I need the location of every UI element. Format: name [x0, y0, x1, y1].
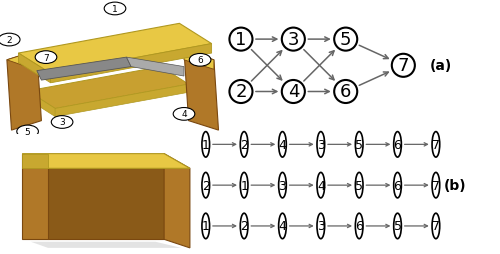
Circle shape [278, 132, 286, 157]
Polygon shape [18, 24, 212, 74]
Circle shape [282, 81, 305, 104]
Circle shape [0, 34, 20, 47]
Polygon shape [126, 58, 184, 77]
Text: 2: 2 [240, 220, 248, 232]
Text: 4: 4 [288, 83, 299, 101]
Text: 4: 4 [278, 138, 286, 151]
Polygon shape [50, 44, 211, 84]
Polygon shape [28, 91, 55, 117]
Polygon shape [31, 242, 182, 248]
Polygon shape [22, 154, 48, 169]
Circle shape [202, 213, 209, 239]
Text: 4: 4 [181, 110, 187, 119]
Text: 3: 3 [317, 220, 325, 232]
Circle shape [317, 132, 324, 157]
Polygon shape [184, 51, 218, 131]
Text: 2: 2 [235, 83, 246, 101]
Circle shape [202, 132, 209, 157]
Polygon shape [164, 154, 190, 248]
Circle shape [394, 213, 402, 239]
Circle shape [394, 132, 402, 157]
Polygon shape [22, 154, 48, 239]
Text: 1: 1 [202, 220, 209, 232]
Text: 7: 7 [43, 53, 49, 62]
Circle shape [334, 81, 357, 104]
Text: 7: 7 [432, 179, 440, 192]
Circle shape [240, 132, 248, 157]
Circle shape [173, 108, 195, 121]
Circle shape [52, 116, 73, 129]
Polygon shape [22, 154, 190, 169]
Circle shape [334, 28, 357, 51]
Text: 6: 6 [394, 138, 402, 151]
Text: (a): (a) [430, 59, 452, 73]
Text: 7: 7 [432, 138, 440, 151]
Circle shape [394, 173, 402, 198]
Circle shape [240, 213, 248, 239]
Polygon shape [18, 54, 50, 84]
Text: 4: 4 [278, 220, 286, 232]
Text: 5: 5 [340, 31, 351, 49]
Text: 1: 1 [112, 5, 118, 14]
Circle shape [432, 173, 440, 198]
Circle shape [392, 55, 415, 77]
Circle shape [240, 173, 248, 198]
Polygon shape [37, 58, 131, 81]
Text: 2: 2 [240, 138, 248, 151]
Text: 1: 1 [240, 179, 248, 192]
Polygon shape [7, 51, 64, 70]
Text: 5: 5 [24, 128, 30, 136]
Circle shape [278, 213, 286, 239]
Circle shape [282, 28, 305, 51]
Circle shape [17, 125, 38, 138]
Circle shape [356, 213, 363, 239]
Circle shape [356, 173, 363, 198]
Circle shape [317, 213, 324, 239]
Text: 3: 3 [59, 118, 65, 127]
Text: 7: 7 [398, 57, 409, 75]
Text: 6: 6 [197, 56, 203, 65]
Text: 5: 5 [394, 220, 402, 232]
Text: 1: 1 [202, 138, 209, 151]
Circle shape [432, 132, 440, 157]
Text: 5: 5 [355, 179, 363, 192]
Polygon shape [55, 85, 188, 117]
Circle shape [356, 132, 363, 157]
Text: 1: 1 [236, 31, 246, 49]
Polygon shape [28, 67, 188, 109]
Text: 2: 2 [6, 36, 12, 45]
Polygon shape [7, 51, 42, 131]
Text: 3: 3 [278, 179, 286, 192]
Circle shape [230, 28, 252, 51]
Circle shape [317, 173, 324, 198]
Text: 7: 7 [432, 220, 440, 232]
Circle shape [104, 3, 126, 16]
Text: 4: 4 [317, 179, 325, 192]
Text: (b): (b) [444, 179, 466, 192]
Text: 2: 2 [202, 179, 209, 192]
Circle shape [202, 173, 209, 198]
Circle shape [190, 54, 211, 67]
Text: 5: 5 [355, 138, 363, 151]
Circle shape [230, 81, 252, 104]
Text: 6: 6 [394, 179, 402, 192]
Circle shape [278, 173, 286, 198]
Polygon shape [48, 154, 164, 239]
Text: 6: 6 [355, 220, 363, 232]
Text: 3: 3 [288, 31, 299, 49]
Circle shape [35, 52, 57, 64]
Polygon shape [184, 51, 214, 70]
Text: 6: 6 [340, 83, 351, 101]
Text: 3: 3 [317, 138, 325, 151]
Circle shape [432, 213, 440, 239]
